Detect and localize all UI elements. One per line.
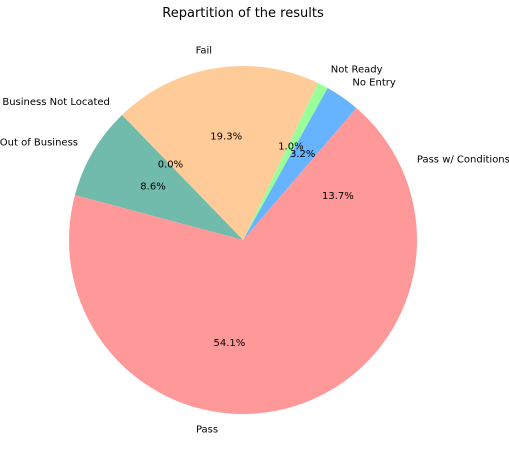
pie-labels: Pass w/ Conditions 13.7% No Entry 3.2% Not R… xyxy=(0,46,509,436)
slice-label-no-entry: No Entry xyxy=(352,78,395,89)
pie-slice-pass xyxy=(68,195,417,414)
slice-label-not-ready: Not Ready xyxy=(331,64,383,75)
pie-slice-pass-w-conditions xyxy=(243,107,417,240)
chart-title: Repartition of the results xyxy=(162,6,324,21)
slice-label-business-not-located: Business Not Located xyxy=(2,97,110,108)
pie-slice-no-entry xyxy=(243,87,357,241)
slice-percent-pass: 54.1% xyxy=(214,338,246,349)
pie-slice-out-of-business xyxy=(74,114,243,240)
pie-slice-not-ready xyxy=(243,82,328,240)
pie-slice-fail xyxy=(122,65,318,240)
slice-label-pass: Pass xyxy=(196,424,218,435)
slice-percent-fail: 19.3% xyxy=(210,132,242,143)
slice-label-pass-w-conditions: Pass w/ Conditions xyxy=(417,155,509,166)
slice-percent-no-entry: 3.2% xyxy=(290,149,315,160)
slice-label-out-of-business: Out of Business xyxy=(0,138,78,149)
slice-label-fail: Fail xyxy=(196,46,213,57)
slice-percent-out-of-business: 8.6% xyxy=(140,182,165,193)
slice-percent-pass-w-conditions: 13.7% xyxy=(322,191,354,202)
slice-percent-not-ready: 1.0% xyxy=(278,142,303,153)
pie-slices xyxy=(68,65,417,414)
slice-percent-business-not-located: 0.0% xyxy=(158,160,183,171)
